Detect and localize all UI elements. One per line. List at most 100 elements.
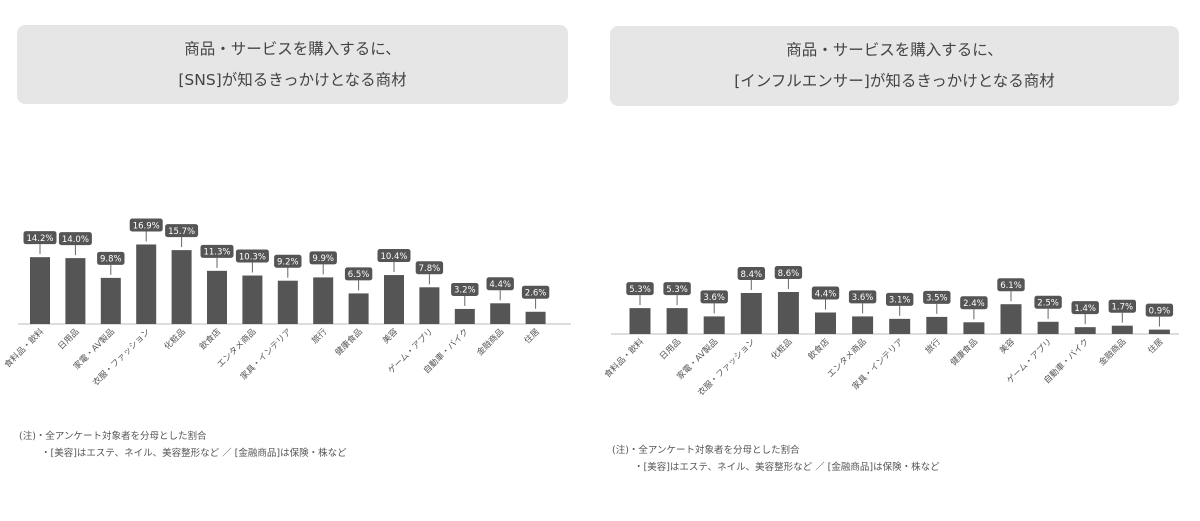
value-label: 8.6% (778, 269, 800, 279)
bar-2 (703, 316, 725, 334)
value-label: 3.5% (926, 294, 948, 304)
value-label: 11.3% (203, 248, 230, 258)
value-label: 9.2% (277, 258, 299, 268)
bar-chart-influencer: 5.3%食料品・飲料5.3%日用品3.6%家電・AV製品8.4%衣服・ファッショ… (602, 266, 1179, 398)
value-label: 1.4% (1074, 304, 1096, 314)
value-label-box (97, 251, 125, 265)
category-label: 住居 (1146, 336, 1166, 356)
value-label: 6.5% (348, 270, 370, 280)
category-label: 旅行 (923, 336, 943, 356)
footnote-line-2: ・[美容]はエステ、ネイル、美容整形など ／ [金融商品]は保険・株など (41, 448, 347, 459)
value-label-box (165, 224, 199, 238)
value-label-box (377, 249, 411, 263)
value-label-box (344, 267, 373, 281)
bar-13 (1111, 325, 1133, 334)
value-label: 0.9% (1149, 306, 1171, 316)
value-label: 16.9% (133, 221, 160, 231)
value-label: 15.7% (168, 227, 195, 237)
value-label-box (774, 266, 803, 279)
category-label: 住居 (522, 326, 542, 346)
category-label: 美容 (380, 326, 400, 346)
value-label-box (663, 282, 691, 296)
value-label: 4.4% (489, 280, 511, 290)
bar-0 (629, 308, 651, 334)
value-label-box (737, 266, 765, 280)
category-label: 健康食品 (333, 326, 365, 358)
value-label-box (415, 261, 444, 275)
value-label-box (997, 278, 1025, 292)
bar-5 (207, 270, 227, 324)
bar-8 (313, 277, 334, 324)
value-label-box (23, 231, 57, 245)
value-label: 3.1% (889, 296, 911, 306)
value-label-box (700, 290, 728, 304)
value-label: 1.7% (1111, 302, 1133, 312)
category-label: 食料品・飲料 (602, 336, 646, 380)
bar-11 (419, 287, 440, 324)
bar-1 (666, 308, 688, 334)
value-label: 14.2% (26, 234, 53, 244)
bar-14 (525, 311, 546, 324)
category-label: 日用品 (56, 327, 81, 352)
category-label: 旅行 (310, 326, 330, 346)
chart-title-line-1: 商品・サービスを購入するに、 (786, 41, 1003, 59)
value-label-box (1034, 295, 1062, 309)
value-label-box (960, 296, 988, 310)
value-label: 9.8% (100, 255, 122, 265)
value-label: 8.4% (740, 270, 762, 280)
category-label: 飲食店 (197, 326, 223, 352)
category-label: 美容 (997, 336, 1017, 356)
footnote-line-1: (注)・全アンケート対象者を分母とした割合 (19, 431, 207, 442)
chart-title-box: 商品・サービスを購入するに、 [インフルエンサー]が知るきっかけとなる商材 (610, 26, 1179, 106)
value-label-box (811, 286, 840, 300)
bar-0 (30, 257, 50, 324)
value-label-box (58, 232, 92, 246)
bar-2 (100, 277, 121, 324)
category-label: 日用品 (658, 337, 683, 362)
value-label-box (451, 282, 479, 296)
footnote-line-1: (注)・全アンケート対象者を分母とした割合 (612, 445, 800, 456)
bar-chart-sns: 14.2%食料品・飲料14.0%日用品9.8%家電・AV製品16.9%衣服・ファ… (2, 218, 571, 388)
value-label-box (1108, 299, 1136, 313)
chart-title-line-1: 商品・サービスを購入するに、 (184, 39, 401, 58)
value-label: 7.8% (419, 264, 441, 274)
value-label: 2.4% (963, 299, 985, 309)
bar-4 (777, 292, 799, 334)
category-label: 食料品・飲料 (2, 326, 46, 370)
value-label-box (923, 290, 951, 304)
chart-footnote: (注)・全アンケート対象者を分母とした割合 ・[美容]はエステ、ネイル、美容整形… (19, 428, 347, 462)
bar-10 (1000, 304, 1022, 334)
bar-9 (963, 322, 985, 334)
category-label: 衣服・ファッション (90, 326, 152, 388)
footnote-line-2: ・[美容]はエステ、ネイル、美容整形など ／ [金融商品]は保険・株など (634, 462, 940, 473)
value-label: 4.4% (815, 289, 837, 299)
bar-12 (1074, 327, 1096, 334)
category-label: 化粧品 (162, 326, 188, 352)
value-label-box (848, 290, 877, 304)
value-label-box (274, 254, 302, 268)
value-label-box (235, 249, 269, 263)
category-label: 化粧品 (769, 336, 795, 362)
chart-title-line-2: [SNS]が知るきっかけとなる商材 (178, 70, 407, 89)
bar-4 (171, 250, 192, 324)
value-label: 3.6% (852, 293, 874, 303)
bar-13 (490, 303, 511, 324)
value-label: 5.3% (629, 285, 651, 295)
bar-3 (740, 292, 762, 334)
bar-11 (1037, 321, 1059, 334)
bar-7 (889, 318, 911, 334)
bar-3 (136, 244, 157, 324)
value-label: 10.3% (239, 252, 266, 262)
value-label: 2.6% (525, 289, 547, 299)
category-label: 金融商品 (474, 326, 506, 358)
value-label: 14.0% (62, 235, 89, 245)
chart-title-box: 商品・サービスを購入するに、 [SNS]が知るきっかけとなる商材 (17, 25, 568, 104)
value-label: 6.1% (1000, 281, 1022, 291)
chart-footnote: (注)・全アンケート対象者を分母とした割合 ・[美容]はエステ、ネイル、美容整形… (612, 442, 940, 476)
bar-8 (926, 316, 948, 334)
value-label-box (309, 251, 337, 265)
value-label-box (200, 244, 234, 258)
chart-panel-influencer: 商品・サービスを購入するに、 [インフルエンサー]が知るきっかけとなる商材 5.… (602, 0, 1183, 521)
bar-6 (852, 316, 874, 334)
bar-6 (242, 275, 263, 324)
